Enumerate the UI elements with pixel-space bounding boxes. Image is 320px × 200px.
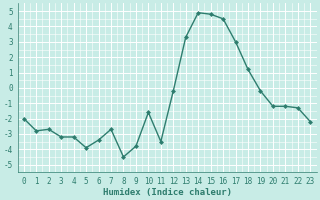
X-axis label: Humidex (Indice chaleur): Humidex (Indice chaleur) [102,188,232,197]
